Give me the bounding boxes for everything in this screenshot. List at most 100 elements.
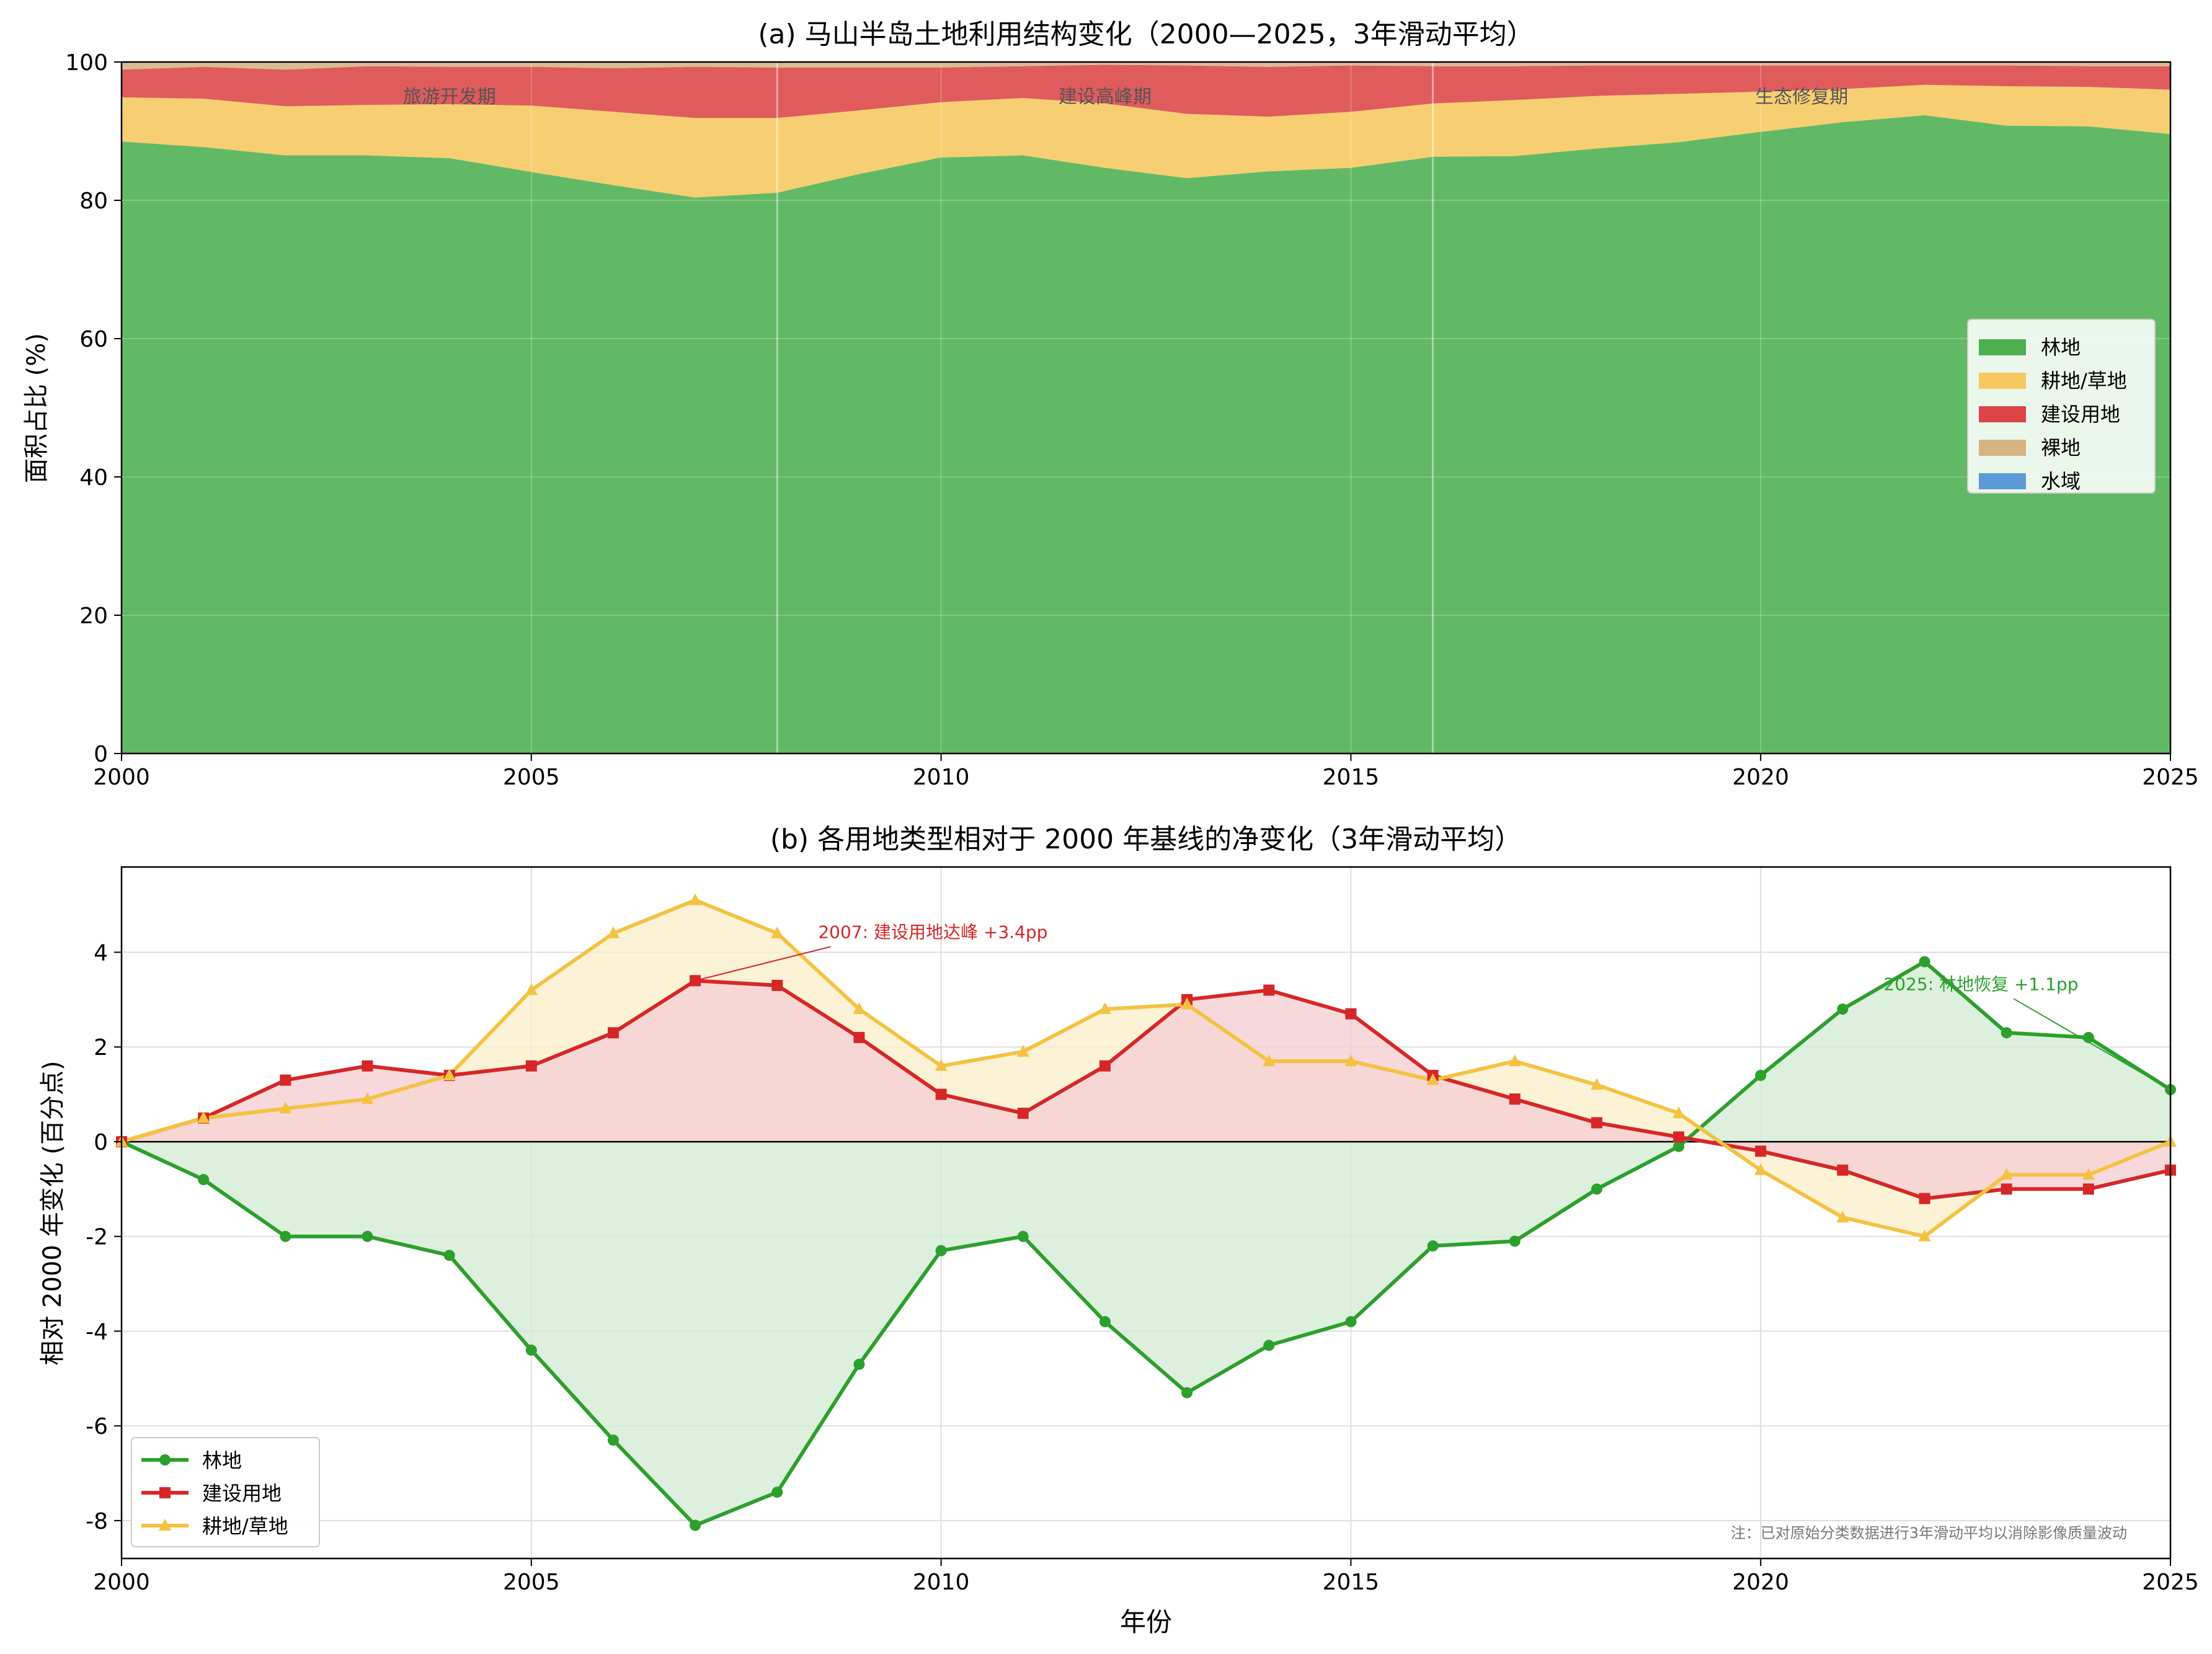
marker-series-0-10 [935,1245,947,1256]
panel-a-period-labels: 旅游开发期 建设高峰期 生态修复期 [403,86,1849,108]
a-legend-swatch-2 [1979,406,2026,422]
a-ytick-label-4: 80 [79,189,108,214]
marker-series-0-1 [198,1174,210,1186]
marker-series-0-7 [690,1519,701,1531]
marker-series-2-16 [1426,1073,1439,1085]
marker-series-1-2 [280,1074,291,1086]
marker-series-0-21 [1837,1003,1849,1015]
marker-series-1-17 [1509,1093,1521,1105]
a-legend-label-3: 裸地 [2041,436,2081,460]
b-fill-series-1 [122,980,2170,1199]
panel-b-x-ticks: 2000 2005 2010 2015 2020 2025 [93,1558,2199,1595]
b-annotation-text-0: 2007: 建设用地达峰 +3.4pp [818,922,1047,943]
panel-b-y-ticks: -8 -6 -4 -2 0 2 4 [86,940,122,1534]
a-xtick-label-4: 2020 [1732,765,1789,790]
b-legend-box [131,1437,320,1547]
area-series-2 [122,64,2170,118]
area-series-0 [122,115,2170,754]
panel-b-series-lines [120,898,2172,1527]
panel-b-annotations: 2007: 建设用地达峰 +3.4pp 2025: 林地恢复 +1.1pp [695,922,2171,1090]
b-legend-label-2: 耕地/草地 [202,1514,288,1538]
marker-series-2-1 [197,1111,210,1123]
marker-series-2-2 [279,1101,292,1114]
panel-a-y-ticks: 0 20 40 60 80 100 [65,50,122,767]
marker-series-0-15 [1345,1316,1357,1328]
marker-series-0-23 [2001,1027,2012,1039]
marker-series-1-11 [1017,1108,1029,1119]
marker-series-2-15 [1344,1054,1357,1067]
line-series-2 [121,898,2172,1238]
panel-a-title: (a) 马山半岛土地利用结构变化（2000—2025，3年滑动平均） [758,19,1534,50]
b-xtick-label-0: 2000 [93,1570,150,1595]
area-series-1 [122,84,2170,198]
marker-series-1-6 [607,1027,619,1039]
marker-series-0-19 [1673,1140,1685,1152]
marker-series-2-18 [1590,1078,1603,1090]
b-legend-marker-0 [159,1454,171,1465]
marker-series-1-23 [2001,1183,2012,1195]
period-label-0: 旅游开发期 [403,86,496,108]
a-xtick-label-0: 2000 [93,765,150,790]
marker-series-1-24 [2082,1183,2094,1195]
b-legend-label-1: 建设用地 [202,1482,282,1505]
marker-series-0-2 [280,1230,291,1242]
a-legend-swatch-1 [1979,373,2026,389]
panel-b-frame [120,866,2172,1560]
a-xtick-label-5: 2025 [2142,765,2199,790]
marker-series-0-9 [853,1358,865,1370]
marker-series-2-13 [1181,997,1194,1010]
marker-series-2-6 [606,926,620,938]
marker-series-0-22 [1919,956,1930,967]
marker-series-1-19 [1673,1131,1685,1143]
b-legend-label-0: 林地 [202,1449,242,1472]
marker-series-2-9 [853,1002,866,1015]
b-annotation-arrow-0 [695,946,831,982]
a-legend-label-2: 建设用地 [2041,402,2120,426]
b-xtick-label-4: 2020 [1732,1570,1789,1595]
b-ytick-label-6: 4 [94,940,108,966]
b-fill-series-0 [122,961,2170,1526]
marker-series-2-21 [1836,1211,1849,1223]
a-xtick-label-1: 2005 [503,765,560,790]
b-annotation-text-1: 2025: 林地恢复 +1.1pp [1883,974,2078,995]
panel-b-fills [122,900,2170,1526]
a-ytick-label-0: 0 [94,742,108,767]
marker-series-1-18 [1591,1117,1602,1129]
marker-series-0-13 [1181,1387,1193,1398]
line-series-0 [120,959,2172,1527]
marker-series-0-6 [607,1434,619,1446]
area-series-3 [122,62,2170,70]
marker-series-2-12 [1098,1002,1111,1015]
marker-series-0-16 [1427,1240,1439,1252]
marker-series-2-19 [1672,1106,1686,1119]
marker-series-0-12 [1099,1316,1111,1328]
b-ytick-label-4: 0 [94,1130,108,1155]
panel-b-title: (b) 各用地类型相对于 2000 年基线的净变化（3年滑动平均） [770,824,1522,855]
b-ytick-label-3: -2 [86,1225,108,1250]
b-xtick-label-3: 2015 [1323,1570,1380,1595]
marker-series-0-11 [1017,1230,1029,1242]
marker-series-1-9 [853,1031,865,1043]
b-ytick-label-2: -4 [86,1319,108,1345]
marker-series-2-3 [361,1092,374,1105]
panel-b-line-chart: 2007: 建设用地达峰 +3.4pp 2025: 林地恢复 +1.1pp 200… [38,824,2199,1637]
marker-series-1-22 [1919,1193,1930,1204]
marker-series-2-23 [2000,1168,2013,1180]
marker-series-2-24 [2082,1168,2095,1180]
marker-series-1-3 [362,1060,373,1072]
panel-a-stacked-area-chart: 旅游开发期 建设高峰期 生态修复期 2000 2005 2010 2015 2020 2025… [22,19,2199,790]
a-xtick-label-3: 2015 [1323,765,1380,790]
panel-b-y-axis-label: 相对 2000 年变化 (百分点) [38,1060,67,1365]
marker-series-1-14 [1263,984,1275,996]
b-legend-marker-2 [159,1519,171,1531]
marker-series-1-8 [771,979,783,991]
marker-series-0-14 [1263,1340,1275,1351]
b-ytick-label-0: -8 [86,1509,108,1534]
line-series-1 [121,979,2171,1201]
marker-series-1-20 [1755,1145,1767,1157]
marker-series-2-11 [1016,1044,1029,1057]
b-xtick-label-1: 2005 [503,1570,560,1595]
